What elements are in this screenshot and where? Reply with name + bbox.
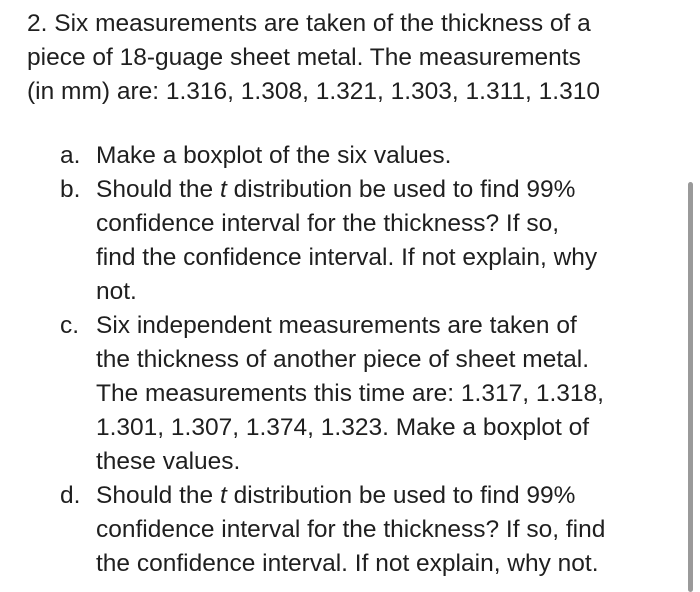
t-symbol: t xyxy=(219,176,227,203)
item-line: The measurements this time are: 1.317, 1… xyxy=(96,380,604,407)
item-line: Should the t distribution be used to fin… xyxy=(96,482,576,509)
item-marker: d. xyxy=(60,482,81,509)
item-line: these values. xyxy=(96,448,241,475)
item-marker: b. xyxy=(60,176,81,203)
item-line: not. xyxy=(96,278,137,305)
intro-line: (in mm) are: 1.316, 1.308, 1.321, 1.303,… xyxy=(27,78,600,105)
item-marker: a. xyxy=(60,142,81,169)
item-line: find the confidence interval. If not exp… xyxy=(96,244,598,271)
item-line: the thickness of another piece of sheet … xyxy=(96,346,590,373)
item-line: confidence interval for the thickness? I… xyxy=(96,210,560,237)
t-symbol: t xyxy=(219,482,227,509)
item-line: Should the t distribution be used to fin… xyxy=(96,176,576,203)
intro-line: piece of 18-guage sheet metal. The measu… xyxy=(27,44,581,71)
item-line: the confidence interval. If not explain,… xyxy=(96,550,599,577)
item-line: Six independent measurements are taken o… xyxy=(96,312,577,339)
item-marker: c. xyxy=(60,312,80,339)
intro-line: 2. Six measurements are taken of the thi… xyxy=(27,10,591,37)
item-line: Make a boxplot of the six values. xyxy=(96,142,452,169)
item-line: confidence interval for the thickness? I… xyxy=(96,516,606,543)
item-line: 1.301, 1.307, 1.374, 1.323. Make a boxpl… xyxy=(96,414,590,441)
scrollbar[interactable] xyxy=(688,182,693,592)
